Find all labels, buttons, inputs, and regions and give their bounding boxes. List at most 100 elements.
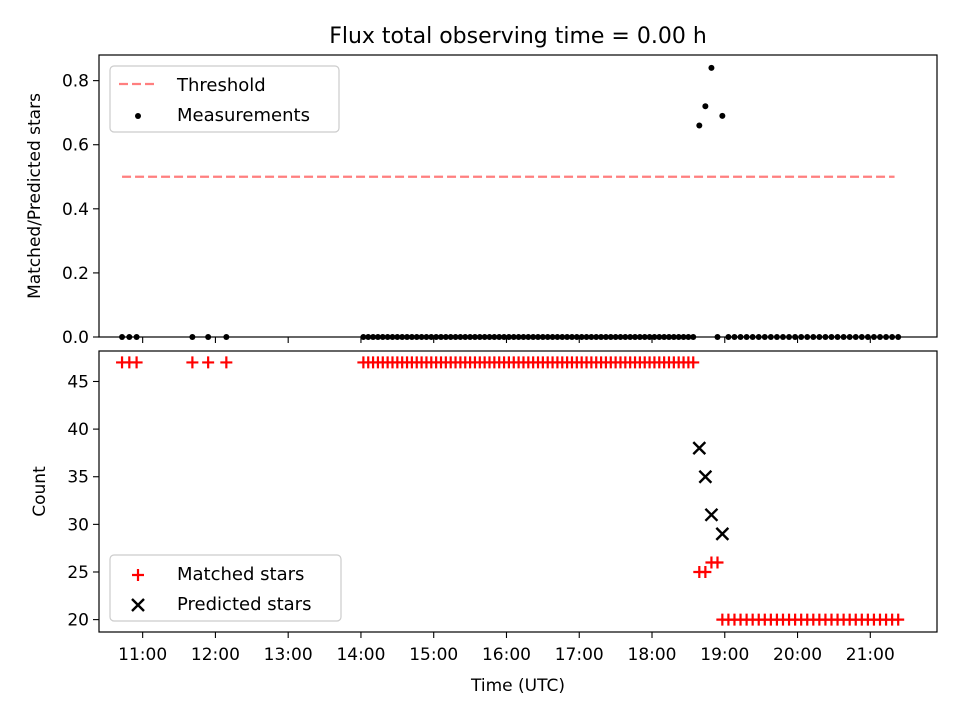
data-point (651, 334, 658, 340)
data-point (573, 334, 580, 340)
data-point (690, 334, 697, 340)
data-point (704, 507, 719, 522)
data-point (223, 334, 230, 340)
data-point (607, 334, 614, 340)
data-point (515, 334, 522, 340)
data-point (220, 356, 233, 369)
data-point (126, 334, 133, 340)
legend: Threshold Measurements (109, 65, 340, 133)
x-tick-label: 20:00 (773, 645, 822, 665)
data-point (481, 334, 488, 340)
data-point (559, 334, 566, 340)
data-point (428, 334, 435, 340)
data-point (564, 334, 571, 340)
data-point (433, 334, 440, 340)
data-point (656, 334, 663, 340)
data-point (792, 334, 799, 340)
data-point (568, 334, 575, 340)
data-point (501, 334, 508, 340)
legend-marker (131, 598, 145, 612)
legend-label: Matched stars (177, 564, 304, 585)
data-point (883, 334, 890, 340)
data-point (442, 334, 449, 340)
data-point (133, 334, 140, 340)
y-tick-label: 45 (67, 372, 89, 392)
data-point (612, 334, 619, 340)
data-point (731, 334, 738, 340)
x-tick-label: 18:00 (628, 645, 677, 665)
y-tick-label: 40 (67, 420, 89, 440)
data-point (379, 334, 386, 340)
x-tick-label: 21:00 (846, 645, 895, 665)
legend-marker (132, 569, 144, 581)
data-point (670, 334, 677, 340)
data-point (374, 334, 381, 340)
data-point (622, 334, 629, 340)
data-point (530, 334, 537, 340)
data-point (370, 334, 377, 340)
series-matched-stars (116, 356, 905, 626)
data-point (394, 334, 401, 340)
data-point (636, 334, 643, 340)
data-point (496, 334, 503, 340)
data-point (189, 334, 196, 340)
ratio-axes: 0.0 0.2 0.4 0.6 0.8 Matched/Predicted stars Th… (25, 54, 938, 348)
data-point (816, 334, 823, 340)
data-point (632, 334, 639, 340)
data-point (467, 334, 474, 340)
y-tick-label: 0.6 (62, 136, 89, 156)
y-tick-label: 35 (67, 468, 89, 488)
data-point (687, 356, 700, 369)
data-point (715, 527, 730, 541)
data-point (119, 334, 126, 340)
x-tick-label: 17:00 (555, 645, 604, 665)
data-point (858, 334, 865, 340)
data-point (798, 334, 805, 340)
data-point (761, 334, 768, 340)
data-point (680, 334, 687, 340)
x-tick-label: 13:00 (264, 645, 313, 665)
data-point (714, 334, 721, 340)
legend-marker (135, 113, 141, 119)
data-point (641, 334, 648, 340)
y-tick-label: 0.2 (62, 264, 89, 284)
data-point (535, 334, 542, 340)
y-axis-label: Matched/Predicted stars (25, 93, 45, 299)
data-point (699, 565, 712, 578)
data-point (685, 334, 692, 340)
data-point (486, 334, 493, 340)
data-point (471, 334, 478, 340)
data-point (828, 334, 835, 340)
data-point (186, 356, 199, 369)
data-point (520, 334, 527, 340)
x-tick-label: 15:00 (409, 645, 458, 665)
data-point (617, 334, 624, 340)
y-tick-label: 25 (67, 563, 89, 583)
legend-label: Predicted stars (177, 594, 311, 615)
data-point (892, 613, 905, 626)
data-point (588, 334, 595, 340)
data-point (202, 356, 215, 369)
data-point (510, 334, 517, 340)
data-point (413, 334, 420, 340)
data-point (661, 334, 668, 340)
x-tick-label: 16:00 (482, 645, 531, 665)
legend-box (109, 554, 342, 622)
data-point (779, 334, 786, 340)
data-point (602, 334, 609, 340)
data-point (491, 334, 498, 340)
data-point (437, 334, 444, 340)
data-point (389, 334, 396, 340)
data-point (773, 334, 780, 340)
data-point (578, 334, 585, 340)
legend-label: Threshold (176, 75, 266, 96)
x-tick-label: 19:00 (700, 645, 749, 665)
data-point (711, 556, 724, 569)
data-point (702, 103, 709, 110)
data-point (846, 334, 853, 340)
y-tick-label: 0.8 (62, 72, 89, 92)
data-point (749, 334, 756, 340)
series-measurements (119, 64, 902, 340)
series-predicted-stars (692, 441, 730, 541)
